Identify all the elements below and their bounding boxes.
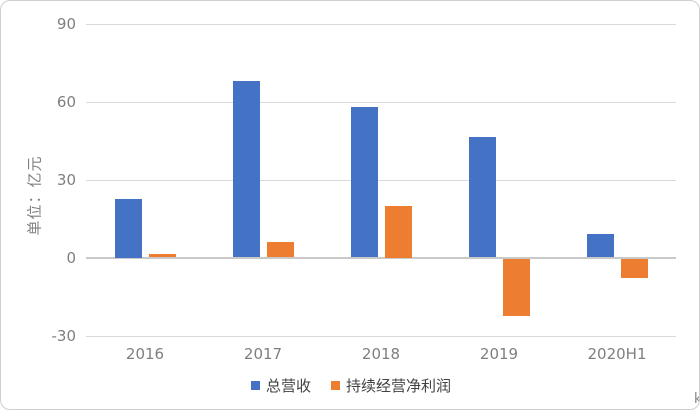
gridline — [86, 23, 676, 25]
x-tick-label: 2019 — [479, 345, 519, 363]
x-tick-label: 2020H1 — [587, 345, 647, 363]
y-tick-label: -30 — [51, 326, 77, 345]
x-axis-line — [86, 256, 676, 259]
legend-item-series0: 总营收 — [250, 375, 311, 396]
x-tick-label: 2016 — [125, 345, 165, 363]
bar-series1-2017 — [266, 241, 294, 258]
legend-label: 持续经营净利润 — [346, 377, 452, 395]
y-tick-label: 30 — [56, 170, 76, 189]
y-tick-label: 60 — [56, 92, 76, 111]
x-tick-label: 2017 — [243, 345, 283, 363]
bar-series1-2019 — [502, 258, 530, 316]
legend-item-series1: 持续经营净利润 — [331, 375, 451, 396]
bar-series0-2016 — [114, 199, 142, 258]
gridline — [86, 179, 676, 181]
y-tick-label: 90 — [56, 14, 76, 33]
bar-series0-2020H1 — [586, 234, 614, 258]
bar-series0-2017 — [232, 80, 260, 258]
bar-series0-2019 — [468, 136, 496, 258]
bar-series0-2018 — [350, 106, 378, 258]
legend-swatch-icon — [250, 381, 260, 390]
y-axis-title: 单位：亿元 — [25, 155, 44, 236]
legend-label: 总营收 — [265, 377, 311, 395]
watermark-cursor: k — [694, 391, 699, 407]
legend-swatch-icon — [331, 381, 340, 390]
y-tick-label: 0 — [66, 248, 76, 267]
gridline — [86, 335, 676, 337]
legend: 总营收 持续经营净利润 — [1, 375, 699, 396]
gridline — [86, 101, 676, 103]
bar-series1-2018 — [384, 205, 412, 258]
x-tick-label: 2018 — [361, 345, 401, 363]
bar-series1-2020H1 — [620, 258, 648, 278]
bar-series1-2016 — [148, 253, 176, 258]
